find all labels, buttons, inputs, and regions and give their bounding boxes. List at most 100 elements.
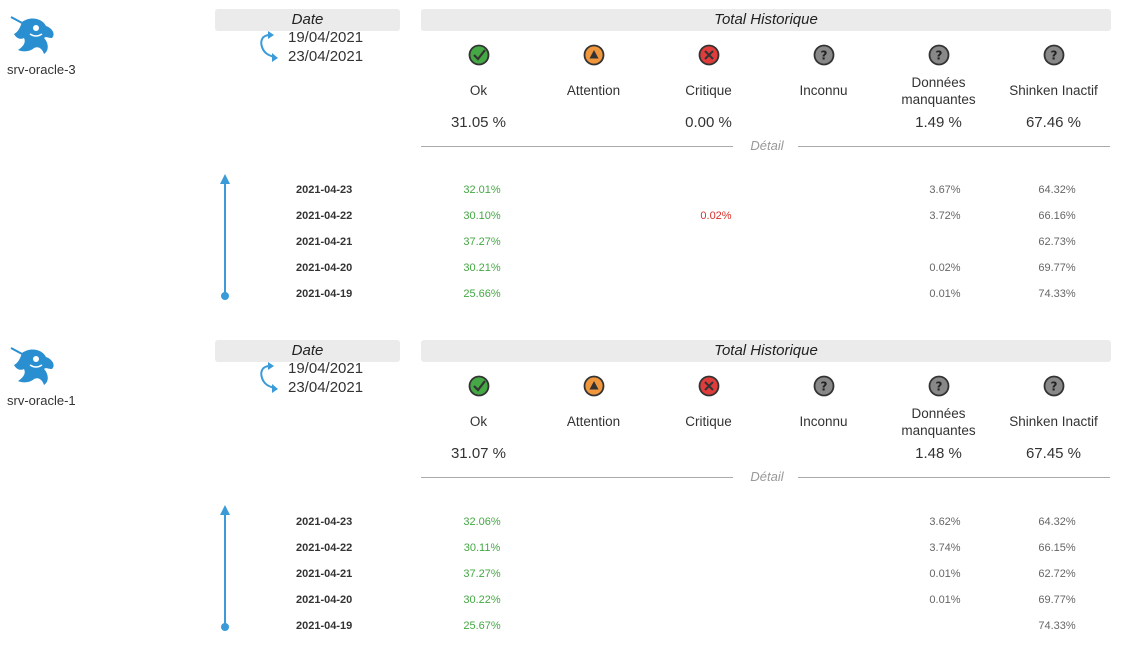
date-range: 19/04/2021 23/04/2021: [288, 359, 363, 397]
row-date: 2021-04-19: [296, 620, 353, 632]
svg-text:?: ?: [936, 380, 943, 394]
date-start: 19/04/2021: [288, 29, 364, 46]
svg-text:?: ?: [1051, 49, 1058, 63]
date-end: 23/04/2021: [288, 379, 364, 396]
critical-icon: [698, 375, 720, 397]
shinken-logo-icon: [10, 347, 54, 385]
divider: [421, 146, 733, 147]
inactive-icon: ?: [1043, 375, 1065, 397]
column-label: Critique: [685, 414, 732, 429]
row-date: 2021-04-22: [296, 542, 353, 554]
date-range-icon: [260, 31, 278, 62]
row-ok-value: 25.67%: [463, 620, 501, 632]
date-header: Date: [215, 340, 400, 362]
column-label: Shinken Inactif: [1009, 414, 1098, 429]
table-row: 2021-04-19 25.66% 0.01% 74.33%: [0, 288, 1128, 308]
host-name: srv-oracle-3: [7, 62, 76, 77]
column-total: 1.48 %: [915, 445, 962, 462]
table-row: 2021-04-20 30.21% 0.02% 69.77%: [0, 262, 1128, 282]
row-inactive-value: 64.32%: [1038, 516, 1076, 528]
date-range-icon: [260, 362, 278, 393]
date-header: Date: [215, 9, 400, 31]
row-ok-value: 30.21%: [463, 262, 501, 274]
row-inactive-value: 64.32%: [1038, 184, 1076, 196]
svg-text:?: ?: [821, 49, 828, 63]
row-missing-value: 3.72%: [929, 210, 961, 222]
table-row: 2021-04-23 32.01% 3.67% 64.32%: [0, 184, 1128, 204]
divider: [798, 477, 1110, 478]
date-end: 23/04/2021: [288, 48, 364, 65]
unknown-icon: ?: [813, 44, 835, 66]
row-inactive-value: 74.33%: [1038, 620, 1076, 632]
detail-label: Détail: [750, 469, 784, 484]
row-date: 2021-04-21: [296, 568, 353, 580]
date-start: 19/04/2021: [288, 360, 364, 377]
row-inactive-value: 66.16%: [1038, 210, 1076, 222]
row-date: 2021-04-20: [296, 594, 353, 606]
ok-icon: [468, 375, 490, 397]
column-total: 67.45 %: [1025, 445, 1082, 462]
column-total: 67.46 %: [1025, 114, 1082, 131]
row-inactive-value: 69.77%: [1038, 262, 1076, 274]
warning-icon: [583, 44, 605, 66]
row-date: 2021-04-21: [296, 236, 353, 248]
column-label: Critique: [685, 83, 732, 98]
row-missing-value: 0.01%: [929, 288, 961, 300]
shinken-logo-icon: [10, 16, 54, 54]
column-label: Inconnu: [799, 414, 848, 429]
unknown-icon: ?: [813, 375, 835, 397]
detail-label: Détail: [750, 138, 784, 153]
row-date: 2021-04-19: [296, 288, 353, 300]
missing-data-icon: ?: [928, 44, 950, 66]
row-critique-value: 0.02%: [700, 210, 732, 222]
row-date: 2021-04-23: [296, 184, 353, 196]
report-block: srv-oracle-1 Date 19/04/2021 23/04/2021 …: [0, 331, 1128, 651]
row-ok-value: 30.10%: [463, 210, 501, 222]
row-ok-value: 37.27%: [463, 236, 501, 248]
row-missing-value: 3.74%: [929, 542, 961, 554]
column-label: Ok: [469, 414, 488, 429]
row-ok-value: 30.11%: [463, 542, 501, 554]
row-ok-value: 32.01%: [463, 184, 501, 196]
row-inactive-value: 62.72%: [1038, 568, 1076, 580]
history-header: Total Historique: [421, 9, 1111, 31]
history-header: Total Historique: [421, 340, 1111, 362]
column-label: Ok: [469, 83, 488, 98]
inactive-icon: ?: [1043, 44, 1065, 66]
svg-text:?: ?: [936, 49, 943, 63]
row-date: 2021-04-23: [296, 516, 353, 528]
table-row: 2021-04-21 37.27% 62.73%: [0, 236, 1128, 256]
column-total: 1.49 %: [915, 114, 962, 131]
table-row: 2021-04-23 32.06% 3.62% 64.32%: [0, 516, 1128, 536]
svg-text:?: ?: [821, 380, 828, 394]
row-ok-value: 30.22%: [463, 594, 501, 606]
column-label: Données manquantes: [901, 406, 976, 438]
report-block: srv-oracle-3 Date 19/04/2021 23/04/2021 …: [0, 0, 1128, 320]
row-inactive-value: 66.15%: [1038, 542, 1076, 554]
warning-icon: [583, 375, 605, 397]
divider: [798, 146, 1110, 147]
row-missing-value: 3.67%: [929, 184, 961, 196]
row-ok-value: 32.06%: [463, 516, 501, 528]
table-row: 2021-04-20 30.22% 0.01% 69.77%: [0, 594, 1128, 614]
column-label: Attention: [566, 83, 621, 98]
column-label: Shinken Inactif: [1009, 83, 1098, 98]
date-range: 19/04/2021 23/04/2021: [288, 28, 363, 66]
column-label: Inconnu: [799, 83, 848, 98]
divider: [421, 477, 733, 478]
table-row: 2021-04-21 37.27% 0.01% 62.72%: [0, 568, 1128, 588]
row-missing-value: 0.01%: [929, 594, 961, 606]
row-missing-value: 3.62%: [929, 516, 961, 528]
row-inactive-value: 74.33%: [1038, 288, 1076, 300]
host-name: srv-oracle-1: [7, 393, 76, 408]
row-missing-value: 0.02%: [929, 262, 961, 274]
column-label: Attention: [566, 414, 621, 429]
column-total: 31.07 %: [450, 445, 507, 462]
row-date: 2021-04-22: [296, 210, 353, 222]
svg-text:?: ?: [1051, 380, 1058, 394]
ok-icon: [468, 44, 490, 66]
column-label: Données manquantes: [901, 75, 976, 107]
column-total: 0.00 %: [685, 114, 732, 131]
row-inactive-value: 62.73%: [1038, 236, 1076, 248]
missing-data-icon: ?: [928, 375, 950, 397]
